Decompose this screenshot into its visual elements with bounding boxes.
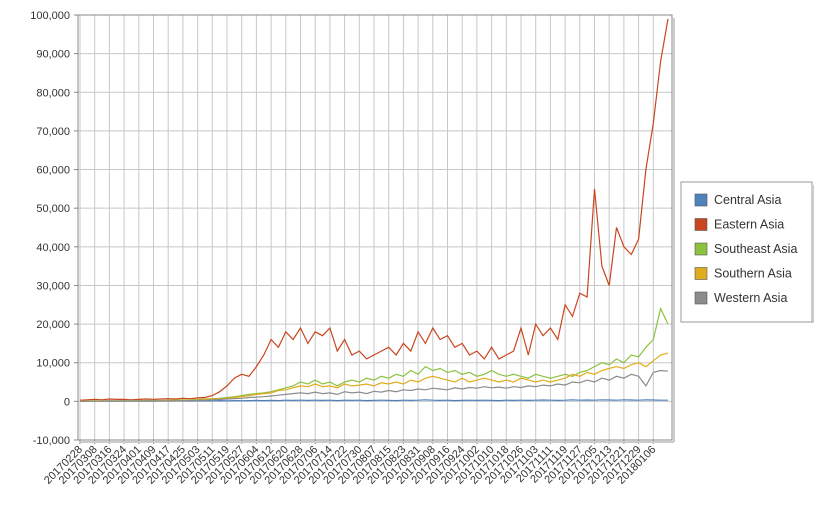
legend-label: Southeast Asia — [714, 242, 797, 256]
legend-label: Eastern Asia — [714, 218, 784, 232]
legend-label: Western Asia — [714, 291, 787, 305]
y-tick-label: 70,000 — [36, 126, 70, 138]
y-tick-label: 90,000 — [36, 49, 70, 61]
legend-label: Central Asia — [714, 193, 781, 207]
y-tick-label: 30,000 — [36, 280, 70, 292]
legend-swatch — [694, 242, 708, 256]
y-tick-label: 0 — [64, 396, 70, 408]
y-tick-label: 20,000 — [36, 319, 70, 331]
legend-label: Southern Asia — [714, 267, 792, 281]
legend-swatch — [694, 193, 708, 207]
series-line — [79, 369, 669, 402]
y-tick-label: 60,000 — [36, 165, 70, 177]
y-tick-label: 50,000 — [36, 203, 70, 215]
y-tick-label: 40,000 — [36, 242, 70, 254]
legend-swatch — [694, 267, 708, 280]
legend-swatch — [694, 218, 708, 231]
plot-border — [77, 14, 673, 441]
plot-area — [78, 15, 672, 440]
y-tick-label: 100,000 — [30, 10, 70, 22]
series-line — [79, 18, 669, 401]
legend-swatch — [694, 291, 708, 305]
y-tick-label: 10,000 — [36, 358, 70, 370]
y-tick-label: 80,000 — [36, 87, 70, 99]
y-tick-label: -10,000 — [33, 435, 70, 447]
